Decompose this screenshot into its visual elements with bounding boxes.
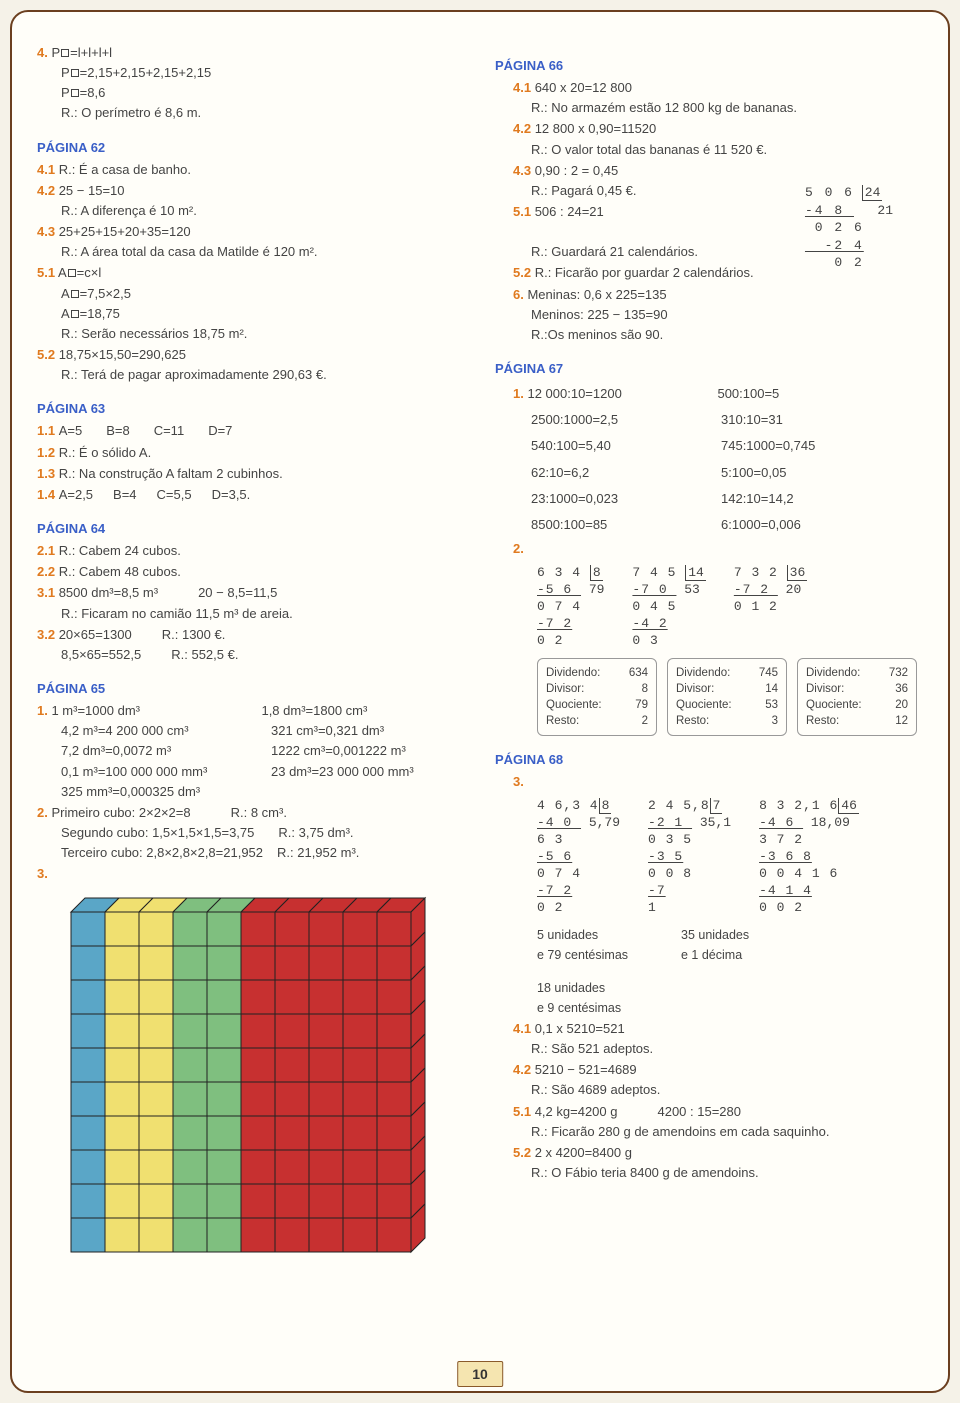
item: 2.1 R.: Cabem 24 cubos. bbox=[37, 541, 465, 561]
division-info-box: Dividendo:745Divisor:14Quociente:53Resto… bbox=[667, 658, 787, 736]
item: 4.2 25 − 15=10R.: A diferença é 10 m². bbox=[37, 181, 465, 221]
item: 1. 12 000:10=1200500:100=52500:1000=2,53… bbox=[513, 381, 923, 538]
item: 5 0 6 24 -4 8 21 0 2 6 -2 4 0 2 5.1 506 … bbox=[513, 202, 923, 262]
long-divisions: 6 3 4 8 -5 6 79 0 7 4 -7 2 0 2 7 4 5 14-… bbox=[537, 559, 923, 649]
item: 5.2 18,75×15,50=290,625R.: Terá de pagar… bbox=[37, 345, 465, 385]
item: 3. 4 6,3 48 -4 0 5,79 6 3 -5 6 0 7 4 -7 … bbox=[513, 772, 923, 1018]
division-info-boxes: Dividendo:634Divisor:8Quociente:79Resto:… bbox=[537, 658, 923, 736]
item: 3.2 20×65=1300R.: 1300 €.8,5×65=552,5R.:… bbox=[37, 625, 465, 665]
page-heading-67: PÁGINA 67 bbox=[495, 359, 923, 379]
item: 5.1 4,2 kg=4200 g4200 : 15=280R.: Ficarã… bbox=[513, 1102, 923, 1142]
units-row: 5 unidadese 79 centésimas 35 unidadese 1 … bbox=[537, 926, 923, 1018]
page-heading-62: PÁGINA 62 bbox=[37, 138, 465, 158]
left-column: 4. P=l+l+l+l P=2,15+2,15+2,15+2,15 P=8,6… bbox=[37, 42, 465, 1262]
page-heading-63: PÁGINA 63 bbox=[37, 399, 465, 419]
right-column: PÁGINA 66 4.1 640 x 20=12 800R.: No arma… bbox=[495, 42, 923, 1262]
page-number: 10 bbox=[457, 1361, 503, 1387]
item: 2. 6 3 4 8 -5 6 79 0 7 4 -7 2 0 2 7 4 5 … bbox=[513, 539, 923, 736]
ex-num: 4. bbox=[37, 45, 48, 60]
item: 1.3 R.: Na construção A faltam 2 cubinho… bbox=[37, 464, 465, 484]
item: 4.2 5210 − 521=4689R.: São 4689 adeptos. bbox=[513, 1060, 923, 1100]
item: 6. Meninas: 0,6 x 225=135Meninos: 225 − … bbox=[513, 285, 923, 345]
item: 4.1 0,1 x 5210=521R.: São 521 adeptos. bbox=[513, 1019, 923, 1059]
item: 1.1 A=5B=8C=11D=7 bbox=[37, 421, 465, 441]
division-info-box: Dividendo:732Divisor:36Quociente:20Resto… bbox=[797, 658, 917, 736]
text: P=2,15+2,15+2,15+2,15 bbox=[61, 65, 211, 80]
item: 4.2 12 800 x 0,90=11520R.: O valor total… bbox=[513, 119, 923, 159]
item: 4.1 640 x 20=12 800R.: No armazém estão … bbox=[513, 78, 923, 118]
item: 5.1 A=c×l A=7,5×2,5 A=18,75 R.: Serão ne… bbox=[37, 263, 465, 344]
item: 3.1 8500 dm³=8,5 m³20 − 8,5=11,5R.: Fica… bbox=[37, 583, 465, 623]
unit-text: 5 unidadese 79 centésimas bbox=[537, 926, 667, 965]
item: 1.2 R.: É o sólido A. bbox=[37, 443, 465, 463]
unit-text: 18 unidadese 9 centésimas bbox=[537, 979, 667, 1018]
answer: R.: O perímetro é 8,6 m. bbox=[61, 105, 201, 120]
item: 4.1 R.: É a casa de banho. bbox=[37, 160, 465, 180]
page-heading-68: PÁGINA 68 bbox=[495, 750, 923, 770]
text: P=8,6 bbox=[61, 85, 105, 100]
page-heading-64: PÁGINA 64 bbox=[37, 519, 465, 539]
page-heading-65: PÁGINA 65 bbox=[37, 679, 465, 699]
page-heading-66: PÁGINA 66 bbox=[495, 56, 923, 76]
item: 3. bbox=[37, 864, 465, 884]
cube-diagram bbox=[61, 892, 465, 1262]
item: 1.4 A=2,5B=4C=5,5D=3,5. bbox=[37, 485, 465, 505]
exercise-4: 4. P=l+l+l+l P=2,15+2,15+2,15+2,15 P=8,6… bbox=[37, 43, 465, 124]
item: 2. Primeiro cubo: 2×2×2=8R.: 8 cm³. Segu… bbox=[37, 803, 465, 863]
text: P=l+l+l+l bbox=[51, 45, 112, 60]
columns: 4. P=l+l+l+l P=2,15+2,15+2,15+2,15 P=8,6… bbox=[37, 42, 923, 1262]
item: 2.2 R.: Cabem 48 cubos. bbox=[37, 562, 465, 582]
page: 4. P=l+l+l+l P=2,15+2,15+2,15+2,15 P=8,6… bbox=[10, 10, 950, 1393]
item: 4.3 25+25+15+20+35=120R.: A área total d… bbox=[37, 222, 465, 262]
page-number-box: 10 bbox=[457, 1361, 503, 1387]
item: 1. 1 m³=1000 dm³1,8 dm³=1800 cm³4,2 m³=4… bbox=[37, 701, 465, 802]
long-divisions-68: 4 6,3 48 -4 0 5,79 6 3 -5 6 0 7 4 -7 2 0… bbox=[537, 792, 923, 916]
division-info-box: Dividendo:634Divisor:8Quociente:79Resto:… bbox=[537, 658, 657, 736]
item: 5.2 2 x 4200=8400 gR.: O Fábio teria 840… bbox=[513, 1143, 923, 1183]
unit-text: 35 unidadese 1 décima bbox=[681, 926, 811, 965]
long-division-506: 5 0 6 24 -4 8 21 0 2 6 -2 4 0 2 bbox=[805, 184, 893, 272]
